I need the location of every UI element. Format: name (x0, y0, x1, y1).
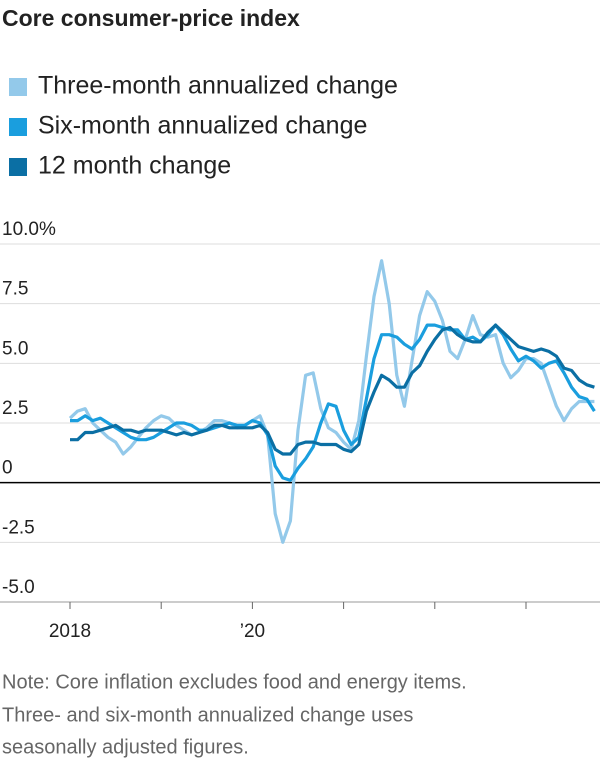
legend-swatch (9, 158, 27, 176)
y-tick-label: 2.5 (2, 398, 28, 419)
legend-swatch (9, 78, 27, 96)
legend-label: Six-month annualized change (38, 112, 367, 140)
series-line (70, 323, 596, 482)
y-tick-label: -5.0 (2, 577, 35, 598)
note: seasonally adjusted figures. (2, 736, 249, 758)
y-tick-label: -2.5 (2, 517, 35, 538)
x-tick-label: ’20 (240, 621, 265, 642)
y-tick-label: 0 (2, 458, 13, 479)
legend-label: 12 month change (38, 152, 231, 180)
y-tick-label: 10.0% (2, 219, 56, 240)
chart-title: Core consumer-price index (2, 5, 300, 31)
series-line (68, 259, 595, 544)
legend-label: Three-month annualized change (38, 72, 398, 100)
legend-swatch (9, 118, 27, 136)
y-tick-label: 7.5 (2, 279, 28, 300)
y-tick-label: 5.0 (2, 338, 28, 359)
x-tick-label: 2018 (49, 621, 91, 642)
note: Note: Core inflation excludes food and e… (2, 671, 467, 693)
series-line (70, 323, 595, 456)
note: Three- and six-month annualized change u… (2, 704, 413, 726)
